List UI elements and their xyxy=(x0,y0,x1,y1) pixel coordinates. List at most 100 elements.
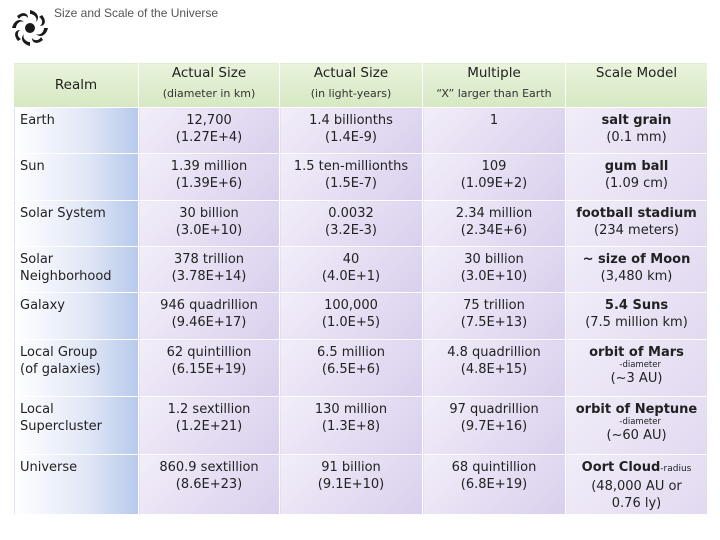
size-km-cell: 1.2 sextillion (1.2E+21) xyxy=(138,396,280,455)
multiple-cell: 68 quintillion (6.8E+19) xyxy=(422,454,566,515)
size-ly-sci: (4.0E+1) xyxy=(321,269,381,284)
size-ly-sci: (6.5E+6) xyxy=(321,362,381,377)
model-radius-note: -radius xyxy=(660,464,692,474)
size-km-value: 12,700 xyxy=(186,113,232,128)
model-size-2: 0.76 ly) xyxy=(611,496,662,511)
header-multiple-unit: “X” larger than Earth xyxy=(436,87,552,100)
model-name: gum ball xyxy=(604,159,669,174)
size-ly-cell: 100,000 (1.0E+5) xyxy=(279,292,423,340)
realm-name: Sun xyxy=(20,159,45,174)
size-ly-sci: (3.2E-3) xyxy=(325,223,377,238)
size-km-value: 946 quadrillion xyxy=(160,298,258,313)
size-ly-sci: (1.0E+5) xyxy=(321,315,381,330)
size-km-sci: (3.0E+10) xyxy=(175,223,243,238)
realm-name-2: Supercluster xyxy=(20,419,103,434)
size-km-value: 30 billion xyxy=(179,206,239,221)
size-ly-cell: 130 million (1.3E+8) xyxy=(279,396,423,455)
size-ly-cell: 0.0032 (3.2E-3) xyxy=(279,200,423,247)
model-cell: ~ size of Moon (3,480 km) xyxy=(565,246,708,293)
model-diameter-note: -diameter xyxy=(619,417,661,427)
page-title: Size and Scale of the Universe xyxy=(54,6,219,20)
size-ly-value: 100,000 xyxy=(324,298,378,313)
model-size: (3,480 km) xyxy=(600,269,673,284)
size-ly-value: 6.5 million xyxy=(316,345,386,360)
model-size: (1.09 cm) xyxy=(604,176,669,191)
multiple-sci: (3.0E+10) xyxy=(460,269,528,284)
realm-cell: Galaxy xyxy=(13,292,139,340)
size-ly-value: 130 million xyxy=(314,402,388,417)
multiple-cell: 109 (1.09E+2) xyxy=(422,153,566,201)
model-cell: salt grain (0.1 mm) xyxy=(565,107,708,154)
realm-name: Local xyxy=(20,402,54,417)
model-name: orbit of Neptune xyxy=(575,402,698,417)
header-actual-ly-title: Actual Size xyxy=(313,65,389,81)
multiple-cell: 97 quadrillion (9.7E+16) xyxy=(422,396,566,455)
model-size: (7.5 million km) xyxy=(585,315,688,330)
header-actual-km-title: Actual Size xyxy=(171,65,247,81)
header-multiple-title: Multiple xyxy=(467,65,521,81)
model-cell: football stadium (234 meters) xyxy=(565,200,708,247)
model-cell: 5.4 Suns (7.5 million km) xyxy=(565,292,708,340)
model-name: orbit of Mars xyxy=(589,345,684,360)
realm-name: Solar System xyxy=(20,206,106,221)
model-size: (234 meters) xyxy=(594,223,679,238)
table-row: Earth 12,700 (1.27E+4) 1.4 billionths (1.4… xyxy=(13,107,708,154)
multiple-sci: (4.8E+15) xyxy=(460,362,528,377)
table-row: Local Group (of galaxies) 62 quintillion (… xyxy=(13,339,708,397)
size-km-cell: 30 billion (3.0E+10) xyxy=(138,200,280,247)
size-km-sci: (3.78E+14) xyxy=(171,269,247,284)
multiple-sci: (1.09E+2) xyxy=(460,176,528,191)
multiple-sci: (7.5E+13) xyxy=(460,315,528,330)
model-size: (~3 AU) xyxy=(610,371,663,386)
size-ly-value: 91 billion xyxy=(321,460,381,475)
model-size: (~60 AU) xyxy=(606,428,667,443)
realm-cell: Solar Neighborhood xyxy=(13,246,139,293)
size-km-value: 1.2 sextillion xyxy=(167,402,251,417)
size-km-sci: (6.15E+19) xyxy=(171,362,247,377)
model-cell: orbit of Mars -diameter (~3 AU) xyxy=(565,339,708,397)
model-size: (48,000 AU or xyxy=(591,479,682,494)
size-ly-sci: (1.3E+8) xyxy=(321,419,381,434)
header-actual-km-unit: (diameter in km) xyxy=(162,87,256,100)
size-km-cell: 860.9 sextillion (8.6E+23) xyxy=(138,454,280,515)
spiral-galaxy-icon xyxy=(12,10,48,46)
realm-cell: Solar System xyxy=(13,200,139,247)
header-multiple: Multiple “X” larger than Earth xyxy=(422,62,566,108)
model-diameter-note: -diameter xyxy=(619,360,661,370)
size-ly-value: 40 xyxy=(342,252,360,267)
header-realm: Realm xyxy=(13,62,139,108)
model-name: 5.4 Suns xyxy=(604,298,669,313)
multiple-value: 2.34 million xyxy=(455,206,533,221)
size-km-value: 1.39 million xyxy=(170,159,248,174)
size-km-sci: (9.46E+17) xyxy=(171,315,247,330)
size-km-value: 378 trillion xyxy=(173,252,245,267)
realm-name-2: (of galaxies) xyxy=(20,362,101,377)
size-km-value: 860.9 sextillion xyxy=(159,460,259,475)
multiple-value: 30 billion xyxy=(464,252,524,267)
realm-cell: Local Group (of galaxies) xyxy=(13,339,139,397)
header-row: Realm Actual Size (diameter in km) Actua… xyxy=(13,62,708,108)
size-ly-cell: 1.4 billionths (1.4E-9) xyxy=(279,107,423,154)
size-km-sci: (1.27E+4) xyxy=(175,130,243,145)
size-km-cell: 12,700 (1.27E+4) xyxy=(138,107,280,154)
multiple-value: 109 xyxy=(481,159,507,174)
header-scale-model-title: Scale Model xyxy=(595,65,678,81)
universe-scale-table: Realm Actual Size (diameter in km) Actua… xyxy=(13,62,708,515)
table-row: Solar Neighborhood 378 trillion (3.78E+14)… xyxy=(13,246,708,293)
multiple-sci: (6.8E+19) xyxy=(460,477,528,492)
multiple-value: 68 quintillion xyxy=(451,460,537,475)
table-row: Sun 1.39 million (1.39E+6) 1.5 ten-millio… xyxy=(13,153,708,201)
realm-name: Solar xyxy=(20,252,54,267)
size-km-value: 62 quintillion xyxy=(166,345,252,360)
size-km-cell: 378 trillion (3.78E+14) xyxy=(138,246,280,293)
multiple-value: 75 trillion xyxy=(463,298,525,313)
size-km-sci: (1.2E+21) xyxy=(175,419,243,434)
model-name: salt grain xyxy=(601,113,672,128)
header-actual-ly-unit: (in light-years) xyxy=(310,87,392,100)
size-ly-value: 1.4 billionths xyxy=(309,113,393,128)
size-ly-cell: 91 billion (9.1E+10) xyxy=(279,454,423,515)
size-km-sci: (8.6E+23) xyxy=(175,477,243,492)
header-actual-ly: Actual Size (in light-years) xyxy=(279,62,423,108)
size-ly-value: 1.5 ten-millionths xyxy=(293,159,409,174)
realm-name: Galaxy xyxy=(20,298,66,313)
